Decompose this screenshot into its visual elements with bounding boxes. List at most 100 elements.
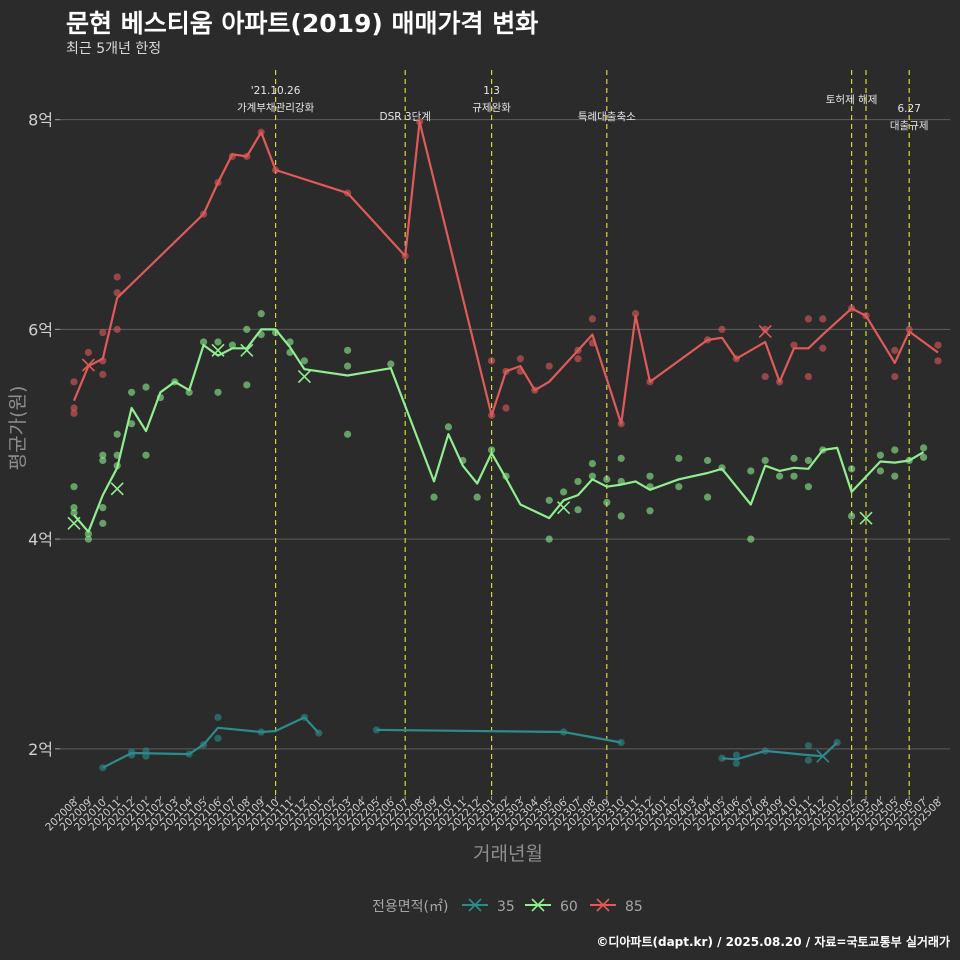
data-point: [99, 519, 107, 527]
data-point: [545, 535, 553, 543]
data-point: [632, 310, 640, 318]
event-label: '21.10.26: [251, 85, 301, 97]
data-point: [804, 456, 813, 465]
legend-key-cross: [596, 898, 610, 912]
series-35: [99, 713, 841, 772]
data-point: [560, 488, 568, 496]
data-point: [804, 372, 813, 381]
data-point: [70, 404, 78, 412]
series-line: [73, 328, 925, 533]
data-point: [99, 456, 107, 465]
event-label: 1.3: [483, 85, 500, 97]
data-point: [257, 310, 265, 318]
data-point: [113, 430, 121, 438]
data-point: [70, 409, 78, 417]
event-label: 특례대출축소: [578, 111, 636, 123]
data-point: [99, 451, 107, 459]
data-point: [761, 325, 769, 333]
data-point: [675, 483, 683, 491]
data-point: [588, 472, 597, 480]
data-point: [214, 338, 222, 346]
data-point: [70, 483, 78, 491]
y-axis: 2억 4억 6억 8억: [28, 111, 60, 759]
data-point: [84, 535, 92, 543]
series-85: [70, 118, 942, 428]
data-point: [920, 453, 928, 461]
data-point: [574, 506, 582, 514]
x-axis-title: 거래년월: [473, 843, 543, 865]
series-line: [102, 716, 320, 769]
data-point: [761, 456, 769, 465]
data-point: [804, 483, 813, 491]
cross-marker: [211, 343, 225, 357]
event-label: 규제완화: [472, 101, 511, 114]
data-point: [574, 477, 582, 486]
data-point: [128, 420, 136, 428]
data-point: [747, 535, 755, 543]
data-point: [804, 756, 813, 764]
data-point: [142, 451, 150, 459]
data-point: [848, 465, 856, 473]
data-point: [473, 493, 481, 501]
data-point: [646, 507, 654, 515]
data-point: [646, 472, 654, 480]
data-point: [732, 751, 741, 759]
data-point: [588, 315, 597, 323]
event-label: DSR 3단계: [380, 111, 431, 123]
data-point: [214, 734, 222, 742]
x-axis: 2020082020092020102020112020122021012021…: [43, 796, 944, 833]
legend-label: 60: [560, 899, 578, 915]
data-point: [214, 713, 222, 721]
data-point: [502, 404, 510, 412]
data-point: [761, 372, 769, 381]
data-point: [214, 388, 222, 396]
data-point: [876, 467, 885, 475]
data-point: [344, 362, 352, 370]
data-point: [617, 454, 625, 462]
y-tick-label: 8억: [28, 111, 53, 130]
data-point: [718, 325, 726, 333]
data-point: [300, 357, 308, 365]
data-point: [704, 456, 712, 465]
data-point: [84, 530, 92, 538]
data-point: [387, 360, 395, 368]
data-point: [70, 504, 78, 512]
source-caption: ©디아파트(dapt.kr) / 2025.08.20 / 자료=국토교통부 실…: [596, 935, 950, 949]
data-point: [905, 325, 913, 333]
cross-marker: [110, 482, 124, 496]
cross-marker: [297, 370, 311, 384]
legend: 전용면적(㎡) 35 60 85: [372, 898, 643, 915]
event-label: 6.27: [898, 103, 921, 115]
data-point: [185, 388, 193, 396]
data-point: [819, 315, 827, 323]
data-point: [804, 742, 813, 750]
legend-title: 전용면적(㎡): [372, 899, 448, 915]
y-tick-label: 4억: [28, 530, 53, 549]
data-point: [920, 444, 928, 452]
data-point: [142, 383, 150, 391]
data-point: [790, 472, 798, 480]
series-line: [376, 728, 622, 744]
data-point: [790, 341, 798, 349]
data-point: [70, 509, 78, 517]
event-label: 가계부채관리강화: [237, 102, 315, 114]
legend-key-cross: [531, 898, 545, 912]
data-point: [819, 344, 827, 352]
series-line: [72, 120, 939, 425]
data-point: [588, 460, 597, 468]
data-point: [574, 355, 582, 363]
cross-marker: [758, 324, 772, 339]
data-point: [243, 381, 251, 389]
data-point: [876, 451, 885, 459]
event-label: 대출규제: [890, 120, 929, 132]
data-point: [99, 328, 107, 337]
data-point: [776, 472, 784, 480]
chart-subtitle: 최근 5개년 한정: [66, 41, 162, 57]
y-tick-label: 6억: [28, 320, 53, 339]
data-point: [113, 289, 121, 297]
data-point: [704, 493, 712, 501]
data-point: [891, 372, 899, 381]
data-point: [200, 338, 208, 346]
